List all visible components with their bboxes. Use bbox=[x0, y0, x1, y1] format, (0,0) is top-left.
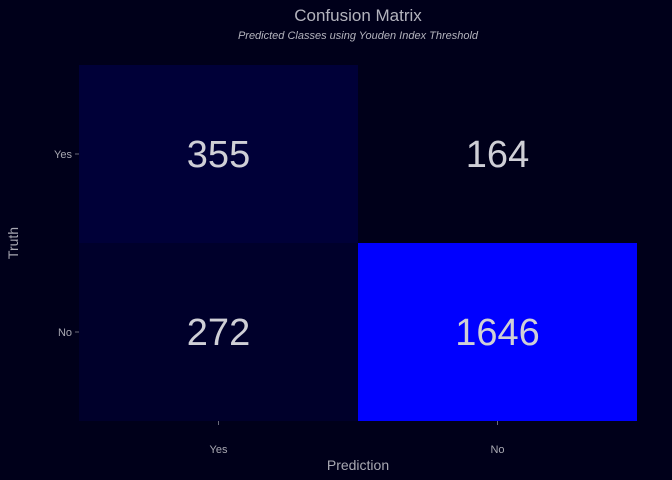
y-axis-title: Truth bbox=[5, 227, 21, 259]
chart-title: Confusion Matrix bbox=[294, 6, 422, 25]
x-axis-ticks: Yes No bbox=[210, 421, 505, 456]
y-tick-label: Yes bbox=[54, 149, 72, 161]
cell-value-label: 164 bbox=[466, 134, 529, 176]
heatmap-cell-labels: 355 164 272 1646 bbox=[187, 134, 540, 354]
y-axis-ticks: Yes No bbox=[54, 149, 79, 339]
heatmap-cell-no-yes bbox=[79, 243, 358, 421]
cell-value-label: 355 bbox=[187, 134, 250, 176]
y-tick-label: No bbox=[58, 327, 72, 339]
cell-value-label: 1646 bbox=[455, 312, 540, 354]
x-tick-label: Yes bbox=[210, 444, 228, 456]
heatmap-cell-yes-no bbox=[358, 65, 637, 243]
x-tick-label: No bbox=[490, 444, 504, 456]
chart-subtitle: Predicted Classes using Youden Index Thr… bbox=[238, 30, 479, 42]
heatmap-cell-yes-yes bbox=[79, 65, 358, 243]
x-axis-title: Prediction bbox=[327, 457, 389, 473]
cell-value-label: 272 bbox=[187, 312, 250, 354]
heatmap-cell-no-no bbox=[358, 243, 637, 421]
heatmap-cells bbox=[79, 65, 637, 421]
